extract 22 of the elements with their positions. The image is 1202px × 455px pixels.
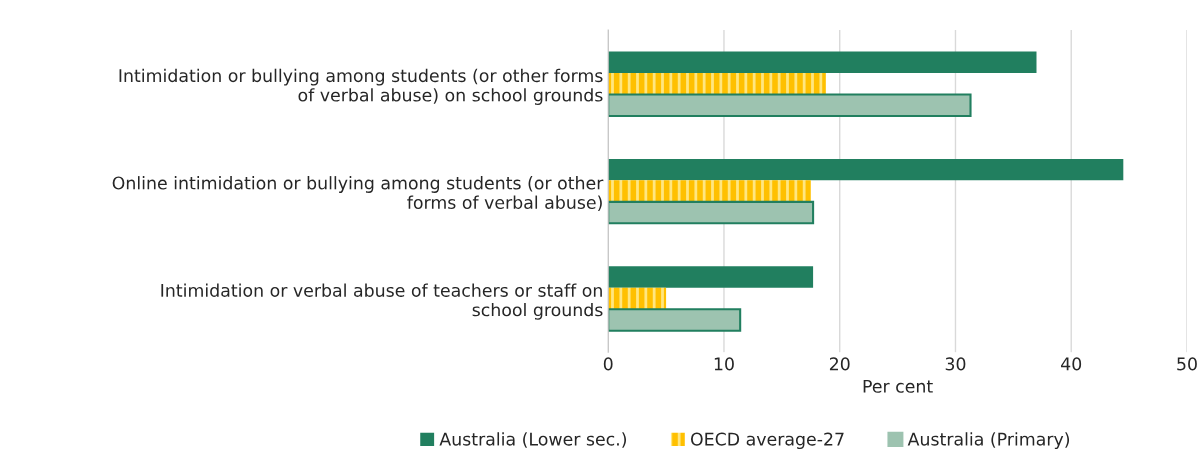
x-tick-label: 40 bbox=[1061, 357, 1082, 371]
x-tick-label: 10 bbox=[714, 357, 734, 371]
bar bbox=[608, 266, 814, 288]
x-tick-label: 20 bbox=[829, 357, 850, 371]
legend-label: OECD average-27 bbox=[690, 432, 844, 450]
x-tick-label: 50 bbox=[1177, 357, 1197, 371]
y-tick-label: Intimidation or verbal abuse of teachers or staff on school grounds bbox=[161, 283, 603, 320]
bar bbox=[608, 200, 815, 225]
x-axis-title: Per cent bbox=[863, 379, 933, 393]
bar bbox=[608, 158, 1124, 181]
x-tick-label: 30 bbox=[945, 357, 966, 371]
bar bbox=[608, 180, 811, 202]
bar bbox=[608, 51, 1037, 73]
bar bbox=[608, 72, 826, 95]
legend-label: Australia (Primary) bbox=[907, 432, 1070, 450]
bar bbox=[608, 93, 972, 117]
legend-label: Australia (Lower sec.) bbox=[439, 432, 627, 448]
y-tick-label: Intimidation or bullying among students (or other forms of verbal abuse) on school grounds bbox=[119, 68, 603, 105]
x-tick-label: 0 bbox=[603, 357, 613, 371]
bar bbox=[608, 308, 742, 332]
bar bbox=[608, 287, 667, 310]
y-tick-label: Online intimidation or bullying among students (or other forms of verbal abuse) bbox=[112, 176, 604, 212]
